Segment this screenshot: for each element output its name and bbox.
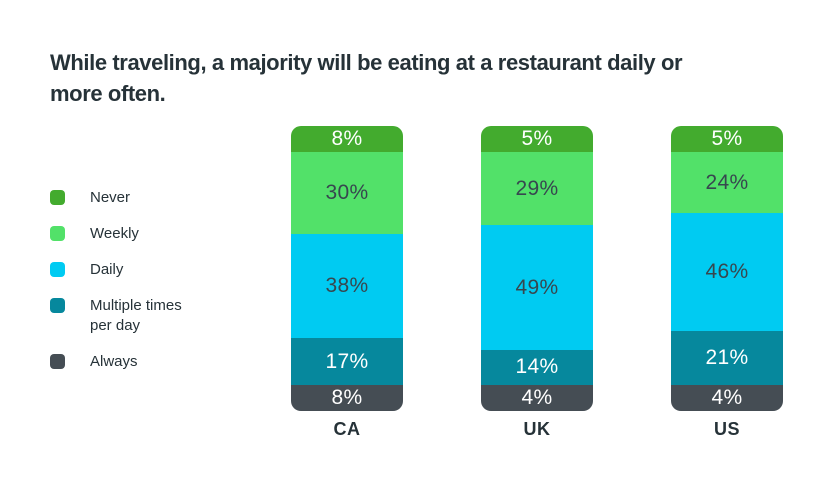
- page-title-line-2: more often.: [50, 81, 166, 106]
- value-label: 4%: [521, 386, 553, 409]
- legend-item-label: Weekly: [90, 225, 139, 242]
- legend-item-multiple-times-per-day: Multiple times per day: [50, 296, 240, 336]
- value-label: 8%: [331, 386, 363, 409]
- bar-ca: 8% 30% 38% 17% 8%: [291, 126, 403, 411]
- value-label: 38%: [325, 274, 369, 298]
- bar-segment-weekly: 24%: [671, 152, 783, 214]
- legend-item-weekly: Weekly: [50, 224, 240, 244]
- bar-segment-weekly: 29%: [481, 152, 593, 226]
- bar-segment-weekly: 30%: [291, 152, 403, 235]
- bar-column-ca: 8% 30% 38% 17% 8% CA: [291, 126, 403, 440]
- legend-item-daily: Daily: [50, 260, 240, 280]
- bar-uk: 5% 29% 49% 14% 4%: [481, 126, 593, 411]
- value-label: 29%: [515, 176, 559, 200]
- legend-color-swatch-always: [50, 354, 65, 369]
- bar-segment-never: 5%: [481, 126, 593, 152]
- page-title-line-1: While traveling, a majority will be eati…: [50, 50, 683, 75]
- bar-segment-always: 4%: [671, 385, 783, 411]
- page-title: While traveling, a majority will be eati…: [50, 47, 683, 109]
- legend-item-label: Always: [90, 353, 138, 370]
- category-label-us: US: [713, 419, 740, 439]
- value-label: 8%: [331, 127, 363, 150]
- legend-item-label: Multiple times per day: [90, 297, 182, 334]
- bar-segment-never: 8%: [291, 126, 403, 152]
- value-label: 4%: [711, 386, 743, 409]
- legend-color-swatch-never: [50, 190, 65, 205]
- value-label: 30%: [325, 181, 369, 205]
- value-label: 14%: [515, 355, 559, 379]
- legend-item-never: Never: [50, 188, 240, 208]
- value-label: 17%: [325, 349, 369, 373]
- bar-segment-multiple-times-per-day: 17%: [291, 338, 403, 385]
- legend-color-swatch-multiple-times-per-day: [50, 298, 65, 313]
- legend-color-swatch-daily: [50, 262, 65, 277]
- legend-color-swatch-weekly: [50, 226, 65, 241]
- bar-column-uk: 5% 29% 49% 14% 4% UK: [481, 126, 593, 440]
- legend-item-label: Never: [90, 189, 131, 206]
- category-label-ca: CA: [333, 419, 361, 439]
- value-label: 21%: [705, 346, 749, 370]
- legend-item-label: Daily: [90, 261, 124, 278]
- bar-segment-daily: 49%: [481, 225, 593, 350]
- value-label: 49%: [515, 275, 559, 299]
- value-label: 24%: [705, 170, 749, 194]
- bar-segment-never: 5%: [671, 126, 783, 152]
- stacked-bar-chart: 8% 30% 38% 17% 8% CA 5% 29% 49% 14% 4% UK 5% 24% 46% 21…: [0, 126, 834, 446]
- value-label: 5%: [521, 127, 553, 150]
- legend-item-always: Always: [50, 352, 240, 372]
- bar-segment-multiple-times-per-day: 14%: [481, 349, 593, 385]
- bar-segment-always: 4%: [481, 385, 593, 411]
- bar-segment-always: 8%: [291, 385, 403, 411]
- bar-column-us: 5% 24% 46% 21% 4% US: [671, 126, 783, 440]
- category-label-uk: UK: [523, 419, 551, 439]
- value-label: 46%: [705, 260, 749, 284]
- bar-segment-daily: 46%: [671, 213, 783, 332]
- legend: Never Weekly Daily Multiple times per day Al…: [50, 188, 240, 388]
- bar-us: 5% 24% 46% 21% 4%: [671, 126, 783, 411]
- bar-segment-daily: 38%: [291, 234, 403, 339]
- bar-segment-multiple-times-per-day: 21%: [671, 331, 783, 385]
- value-label: 5%: [711, 127, 743, 150]
